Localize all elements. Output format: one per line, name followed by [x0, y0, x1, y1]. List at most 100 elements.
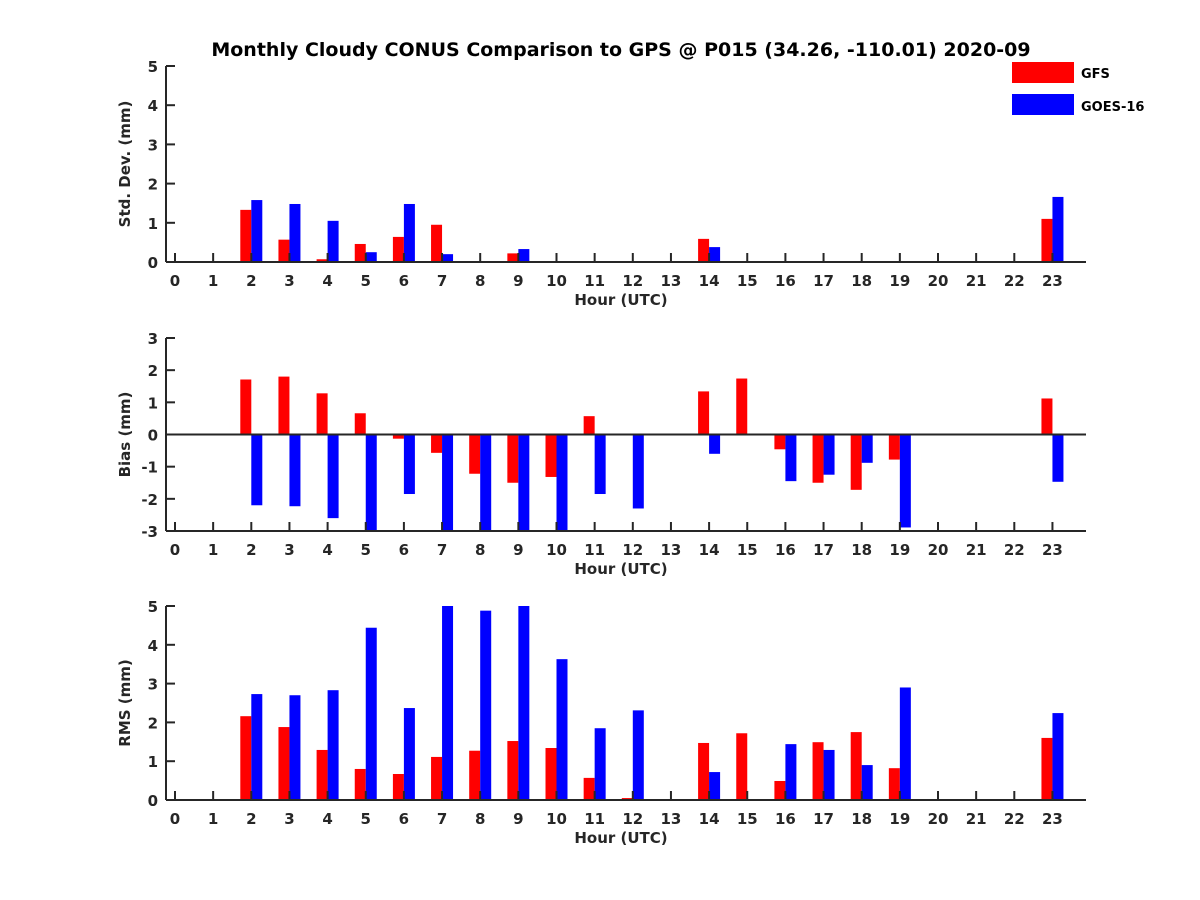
bar-bias-goes16-h19	[899, 434, 911, 528]
x-tick-label-bias: 4	[322, 541, 332, 559]
bar-rms-goes16-h19	[899, 687, 911, 800]
bar-bias-gfs-h11	[583, 416, 595, 435]
chart-title: Monthly Cloudy CONUS Comparison to GPS @…	[211, 39, 1030, 61]
x-tick-label-bias: 17	[813, 541, 834, 559]
y-tick-label-bias: 2	[148, 362, 158, 380]
bar-rms-gfs-h17	[812, 742, 824, 800]
bar-bias-gfs-h18	[850, 434, 862, 490]
x-axis-label-rms: Hour (UTC)	[574, 829, 667, 847]
bar-stddev-gfs-h2	[240, 209, 252, 262]
x-tick-label-stddev: 10	[546, 272, 567, 290]
x-tick-label-stddev: 18	[851, 272, 872, 290]
x-tick-label-stddev: 6	[399, 272, 409, 290]
x-tick-label-rms: 8	[475, 810, 485, 828]
x-tick-label-bias: 22	[1004, 541, 1025, 559]
bar-rms-gfs-h11	[583, 777, 595, 800]
x-tick-label-stddev: 16	[775, 272, 796, 290]
bar-rms-goes16-h4	[327, 690, 339, 800]
y-tick-label-bias: -2	[141, 491, 158, 509]
bar-rms-gfs-h6	[392, 774, 404, 800]
bar-bias-goes16-h4	[327, 434, 339, 519]
y-tick-label-rms: 3	[148, 676, 158, 694]
y-tick-label-bias: -1	[141, 459, 158, 477]
y-tick-label-stddev: 4	[148, 97, 158, 115]
bar-rms-goes16-h11	[594, 728, 606, 800]
x-tick-label-bias: 20	[928, 541, 949, 559]
x-tick-label-bias: 23	[1042, 541, 1063, 559]
x-tick-label-stddev: 17	[813, 272, 834, 290]
y-axis-label-stddev: Std. Dev. (mm)	[116, 101, 134, 228]
y-tick-label-bias: 3	[148, 330, 158, 348]
x-tick-label-stddev: 23	[1042, 272, 1063, 290]
bar-rms-gfs-h8	[469, 750, 481, 800]
bar-bias-gfs-h19	[888, 434, 900, 460]
x-tick-label-stddev: 12	[622, 272, 643, 290]
bar-stddev-goes16-h7	[442, 254, 454, 262]
x-tick-label-stddev: 20	[928, 272, 949, 290]
bar-bias-gfs-h7	[431, 434, 443, 453]
bar-rms-goes16-h9	[518, 606, 530, 800]
bar-bias-gfs-h6	[392, 434, 404, 439]
bar-bias-goes16-h17	[823, 434, 835, 475]
bar-stddev-gfs-h9	[507, 253, 519, 262]
x-tick-label-rms: 14	[699, 810, 720, 828]
bar-rms-gfs-h16	[774, 780, 786, 800]
bar-rms-gfs-h9	[507, 741, 519, 800]
x-tick-label-bias: 8	[475, 541, 485, 559]
x-tick-label-stddev: 19	[889, 272, 910, 290]
bar-stddev-gfs-h5	[354, 243, 366, 262]
x-tick-label-bias: 5	[361, 541, 371, 559]
bar-rms-gfs-h14	[698, 742, 710, 800]
x-tick-label-bias: 15	[737, 541, 758, 559]
bar-bias-gfs-h2	[240, 379, 252, 435]
bar-rms-goes16-h7	[442, 606, 454, 800]
bar-bias-goes16-h12	[632, 434, 644, 509]
bar-rms-goes16-h6	[403, 708, 415, 800]
bar-rms-gfs-h5	[354, 768, 366, 800]
y-tick-label-stddev: 2	[148, 176, 158, 194]
x-tick-label-stddev: 8	[475, 272, 485, 290]
bar-rms-gfs-h4	[316, 749, 328, 800]
x-tick-label-rms: 2	[246, 810, 256, 828]
x-tick-label-bias: 0	[170, 541, 180, 559]
bar-rms-gfs-h7	[431, 756, 443, 800]
bar-rms-goes16-h5	[365, 627, 377, 800]
y-tick-label-bias: 1	[148, 394, 158, 412]
bar-bias-goes16-h23	[1052, 434, 1064, 482]
y-tick-label-rms: 5	[148, 598, 158, 616]
bar-rms-goes16-h3	[289, 695, 301, 800]
x-tick-label-rms: 13	[661, 810, 682, 828]
bar-rms-goes16-h12	[632, 710, 644, 800]
bar-bias-goes16-h7	[442, 434, 454, 531]
bar-rms-gfs-h10	[545, 748, 557, 800]
x-tick-label-bias: 11	[584, 541, 605, 559]
x-tick-label-rms: 3	[284, 810, 294, 828]
x-tick-label-rms: 23	[1042, 810, 1063, 828]
y-tick-label-bias: 0	[148, 427, 158, 445]
bar-bias-gfs-h23	[1041, 398, 1053, 435]
bar-bias-goes16-h14	[709, 434, 721, 454]
bar-bias-goes16-h5	[365, 434, 377, 531]
bar-rms-goes16-h18	[861, 765, 873, 800]
bar-bias-gfs-h5	[354, 413, 366, 435]
bar-bias-gfs-h9	[507, 434, 519, 483]
y-tick-label-bias: -3	[141, 523, 158, 541]
bar-rms-goes16-h10	[556, 659, 568, 800]
y-tick-label-rms: 4	[148, 637, 158, 655]
x-tick-label-stddev: 7	[437, 272, 447, 290]
bar-bias-goes16-h9	[518, 434, 530, 531]
x-tick-label-bias: 7	[437, 541, 447, 559]
bar-bias-goes16-h6	[403, 434, 415, 495]
bar-bias-gfs-h8	[469, 434, 481, 474]
x-tick-label-rms: 4	[322, 810, 332, 828]
x-tick-label-rms: 21	[966, 810, 987, 828]
bar-stddev-gfs-h3	[278, 239, 290, 262]
bar-bias-gfs-h10	[545, 434, 557, 477]
legend: GFS GOES-16	[1012, 62, 1144, 115]
x-tick-label-stddev: 15	[737, 272, 758, 290]
x-tick-label-rms: 20	[928, 810, 949, 828]
bar-rms-gfs-h2	[240, 716, 252, 800]
x-tick-label-stddev: 11	[584, 272, 605, 290]
bar-bias-gfs-h17	[812, 434, 824, 483]
x-tick-label-bias: 2	[246, 541, 256, 559]
